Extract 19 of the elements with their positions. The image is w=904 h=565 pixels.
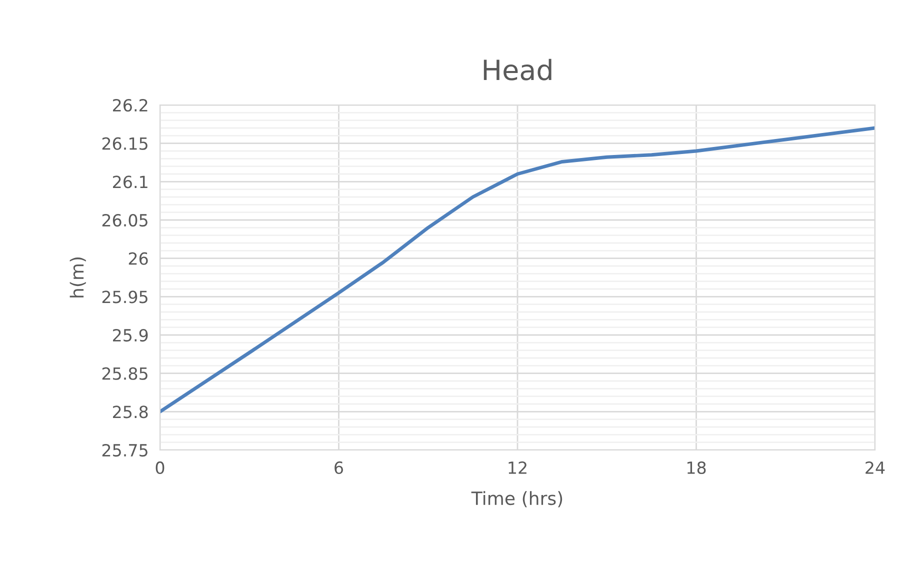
y-tick-label: 26.1 [113, 176, 148, 188]
y-tick-label: 25.8 [113, 406, 148, 418]
y-tick-label: 25.75 [102, 444, 148, 457]
line-series [160, 126, 875, 414]
y-tick-label: 26.15 [102, 137, 148, 150]
x-tick-label: 24 [866, 461, 885, 474]
y-tick-label: 26.2 [113, 98, 148, 112]
y-tick-label: 25.95 [102, 290, 148, 304]
y-tick-label: 25.9 [113, 328, 148, 342]
x-axis-title: Time (hrs) [471, 491, 562, 508]
chart-title: Head [484, 58, 552, 80]
y-tick-label: 25.85 [102, 367, 148, 380]
y-axis-title: h(m) [70, 257, 86, 298]
y-tick-label: 26 [128, 252, 148, 265]
x-tick-label: 0 [156, 461, 164, 474]
y-tick-label: 26.05 [102, 214, 148, 227]
x-tick-label: 18 [687, 461, 706, 474]
x-tick-label: 12 [508, 461, 526, 474]
x-tick-label: 6 [334, 461, 344, 474]
